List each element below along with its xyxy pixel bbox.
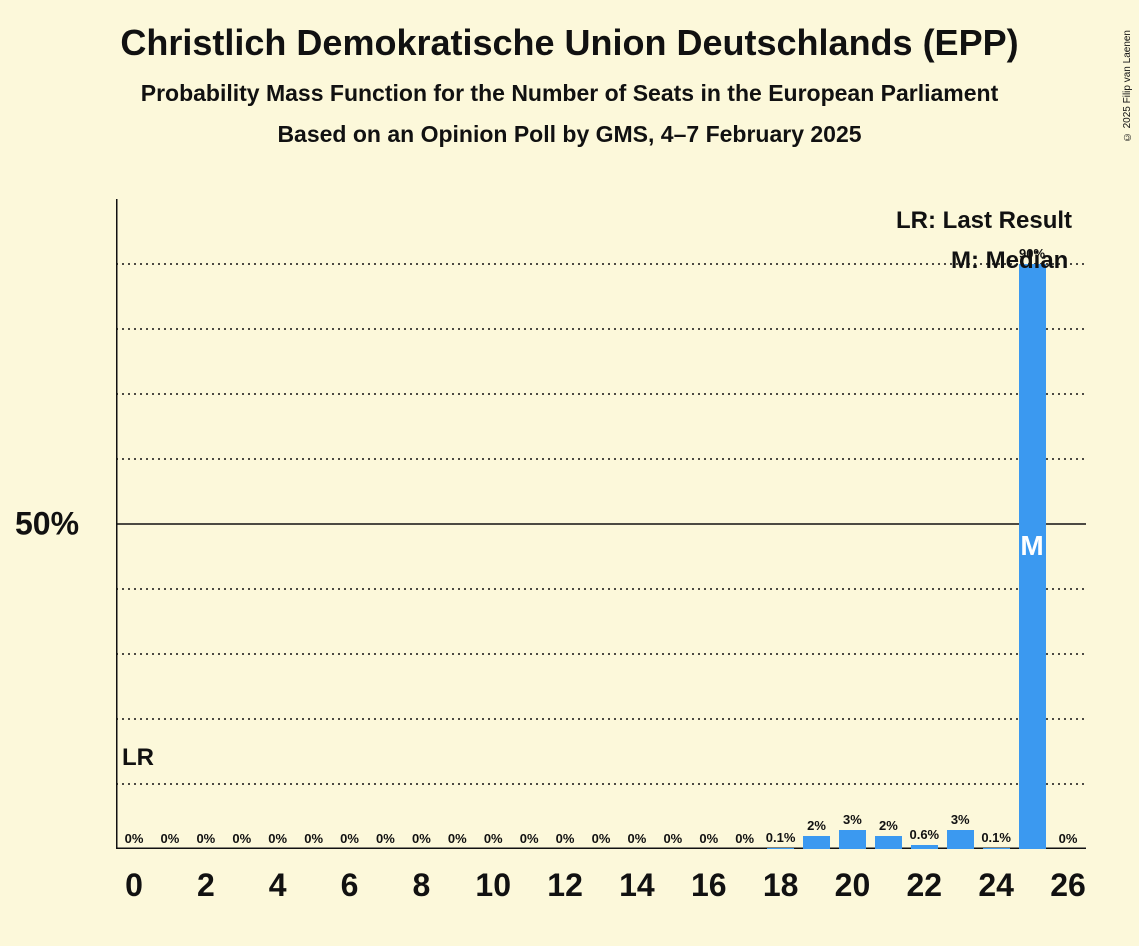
bar	[767, 848, 794, 849]
bar-value-label: 0.6%	[909, 827, 939, 842]
bar-value-label: 0.1%	[766, 830, 796, 845]
bar-value-label: 2%	[879, 818, 898, 833]
bar-value-label: 0%	[663, 831, 682, 846]
x-tick-label: 26	[1050, 867, 1086, 904]
bar-value-label: 3%	[843, 812, 862, 827]
chart-svg	[116, 199, 1086, 849]
bar-value-label: 0%	[699, 831, 718, 846]
chart-subtitle-2: Based on an Opinion Poll by GMS, 4–7 Feb…	[0, 121, 1139, 148]
bar-value-label: 0%	[520, 831, 539, 846]
bar-value-label: 0%	[1059, 831, 1078, 846]
bar-value-label: 0%	[484, 831, 503, 846]
bar	[911, 845, 938, 849]
bar-value-label: 0%	[448, 831, 467, 846]
bar-value-label: 0%	[735, 831, 754, 846]
bar	[875, 836, 902, 849]
x-tick-label: 22	[907, 867, 943, 904]
bar-value-label: 0%	[196, 831, 215, 846]
legend-median: M: Median	[951, 247, 1068, 275]
x-tick-label: 16	[691, 867, 727, 904]
x-tick-label: 24	[978, 867, 1014, 904]
bar-value-label: 0%	[592, 831, 611, 846]
bar	[803, 836, 830, 849]
bar-value-label: 0%	[304, 831, 323, 846]
bar-value-label: 0%	[376, 831, 395, 846]
x-tick-label: 0	[125, 867, 143, 904]
bar-value-label: 3%	[951, 812, 970, 827]
bar-value-label: 0%	[125, 831, 144, 846]
x-tick-label: 4	[269, 867, 287, 904]
bar-value-label: 0%	[268, 831, 287, 846]
x-tick-label: 2	[197, 867, 215, 904]
bar	[947, 830, 974, 850]
median-marker: M	[1020, 530, 1043, 562]
legend-last-result: LR: Last Result	[896, 207, 1072, 235]
x-tick-label: 12	[547, 867, 583, 904]
bar-value-label: 0%	[628, 831, 647, 846]
y-axis-label-50: 50%	[15, 506, 79, 543]
x-tick-label: 14	[619, 867, 655, 904]
lr-marker: LR	[122, 744, 154, 772]
bar-value-label: 0.1%	[981, 830, 1011, 845]
bar-value-label: 0%	[412, 831, 431, 846]
bar-value-label: 0%	[232, 831, 251, 846]
bar-value-label: 0%	[340, 831, 359, 846]
x-tick-label: 10	[475, 867, 511, 904]
x-tick-label: 18	[763, 867, 799, 904]
bar-value-label: 2%	[807, 818, 826, 833]
bar	[983, 848, 1010, 849]
copyright-text: © 2025 Filip van Laenen	[1122, 30, 1133, 142]
bar-value-label: 0%	[161, 831, 180, 846]
x-tick-label: 6	[341, 867, 359, 904]
x-tick-label: 20	[835, 867, 871, 904]
bar-value-label: 0%	[556, 831, 575, 846]
chart-title: Christlich Demokratische Union Deutschla…	[0, 22, 1139, 64]
x-tick-label: 8	[412, 867, 430, 904]
chart-subtitle-1: Probability Mass Function for the Number…	[0, 80, 1139, 107]
bar	[839, 830, 866, 850]
chart-plot-area: 0% 0% 0% 0% 0% 0% 0% 0% 0% 0% 0% 0% 0% 0% 0% 0% 0% 0% 0.1%…	[116, 199, 1086, 849]
